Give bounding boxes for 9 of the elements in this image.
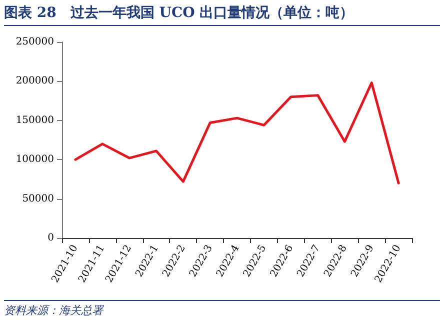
y-tick-label: 250000 bbox=[16, 36, 54, 48]
line-series bbox=[74, 82, 400, 184]
y-tick-label: 0 bbox=[48, 232, 54, 244]
text: 资料来源：海关总署 bbox=[4, 300, 440, 318]
y-tick-label: 50000 bbox=[22, 193, 54, 204]
y-tick-label: 150000 bbox=[16, 114, 54, 126]
y-tick-label: 100000 bbox=[16, 154, 54, 166]
y-tick-label: 200000 bbox=[16, 76, 54, 87]
chart-title: 图表 28 过去一年我国 UCO 出口量情况（单位：吨） bbox=[4, 4, 440, 26]
